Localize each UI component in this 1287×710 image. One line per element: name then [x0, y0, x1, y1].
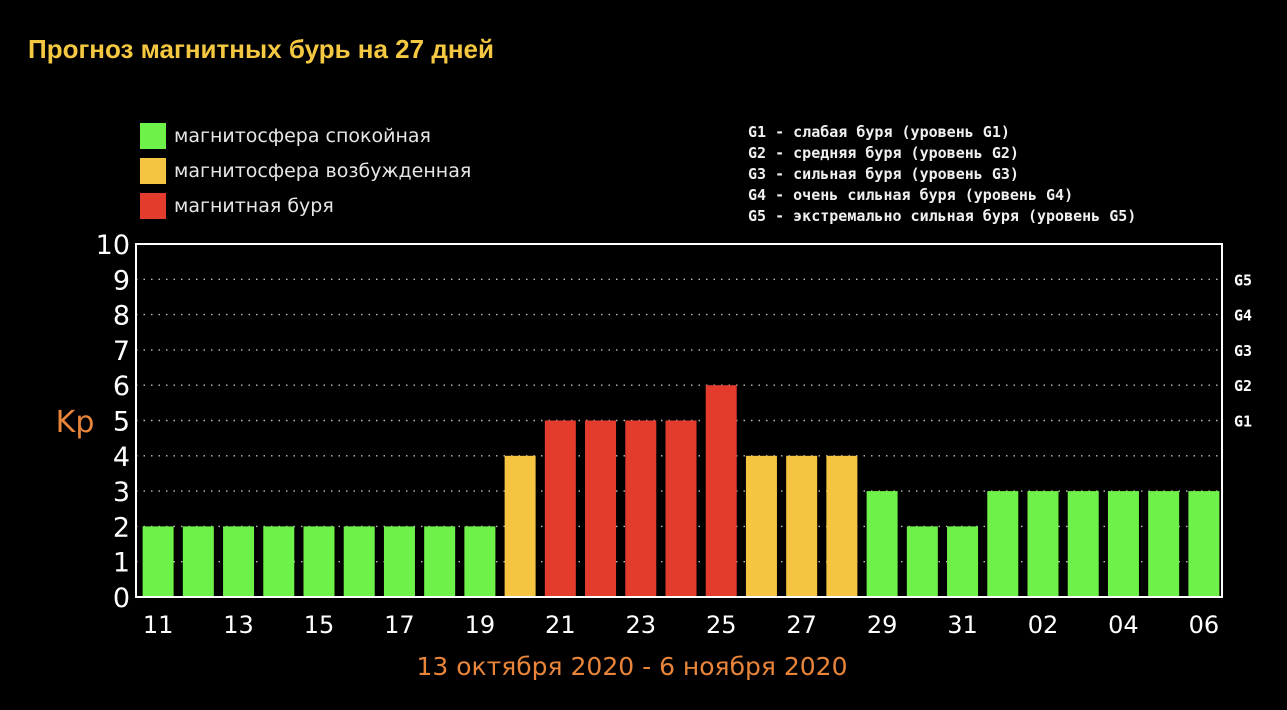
x-tick-label-23: 23 — [626, 611, 657, 639]
bar-27 — [786, 455, 818, 597]
y-tick-label-4: 4 — [113, 442, 130, 473]
bar-04 — [1107, 491, 1139, 597]
storm-level-g1: G1 - слабая буря (уровень G1) — [748, 123, 1010, 141]
x-tick-label-13: 13 — [223, 611, 254, 639]
bar-18 — [424, 526, 456, 597]
x-tick-label-15: 15 — [304, 611, 335, 639]
legend-label-storm: магнитная буря — [174, 194, 334, 217]
x-tick-label-21: 21 — [545, 611, 576, 639]
bar-30 — [906, 526, 938, 597]
bar-16 — [343, 526, 375, 597]
x-tick-label-29: 29 — [867, 611, 898, 639]
bar-06 — [1188, 491, 1220, 597]
x-tick-label-02: 02 — [1028, 611, 1059, 639]
legend-swatch-quiet — [140, 122, 166, 149]
bar-23 — [625, 420, 657, 597]
y-tick-label-7: 7 — [113, 336, 130, 367]
y-tick-label-1: 1 — [113, 548, 130, 579]
right-axis-label-g1: G1 — [1234, 413, 1252, 431]
legend: магнитосфера спокойная магнитосфера возб… — [140, 118, 471, 223]
x-axis-title: 13 октября 2020 - 6 ноября 2020 — [417, 652, 848, 681]
y-tick-label-8: 8 — [113, 301, 130, 332]
bar-15 — [303, 526, 335, 597]
storm-level-g2: G2 - средняя буря (уровень G2) — [748, 144, 1019, 162]
right-axis-label-g5: G5 — [1234, 271, 1252, 289]
x-tick-label-17: 17 — [384, 611, 415, 639]
x-tick-label-11: 11 — [143, 611, 174, 639]
y-tick-label-10: 10 — [96, 230, 130, 261]
y-tick-label-6: 6 — [113, 371, 130, 402]
bar-22 — [585, 420, 617, 597]
legend-label-excited: магнитосфера возбужденная — [174, 159, 472, 182]
bar-24 — [665, 420, 697, 597]
bar-11 — [142, 526, 174, 597]
legend-label-quiet: магнитосфера спокойная — [174, 124, 431, 147]
y-tick-label-3: 3 — [113, 477, 130, 508]
legend-swatch-storm — [140, 192, 166, 219]
x-tick-label-31: 31 — [947, 611, 978, 639]
bar-03 — [1067, 491, 1099, 597]
bar-28 — [826, 455, 858, 597]
bar-26 — [745, 455, 777, 597]
bar-13 — [223, 526, 255, 597]
y-axis-title: Kp — [56, 405, 95, 440]
bar-20 — [504, 455, 536, 597]
bar-01 — [987, 491, 1019, 597]
bar-17 — [383, 526, 415, 597]
chart-title: Прогноз магнитных бурь на 27 дней — [28, 34, 494, 64]
bar-29 — [866, 491, 898, 597]
right-axis-label-g2: G2 — [1234, 377, 1252, 395]
bar-12 — [182, 526, 214, 597]
bar-14 — [263, 526, 295, 597]
y-tick-label-9: 9 — [113, 265, 130, 296]
storm-level-g3: G3 - сильная буря (уровень G3) — [748, 165, 1019, 183]
bar-31 — [947, 526, 979, 597]
x-tick-label-27: 27 — [786, 611, 817, 639]
plot-frame — [135, 243, 1223, 598]
storm-level-descriptions: G1 - слабая буря (уровень G1) G2 - средн… — [748, 122, 1136, 227]
legend-swatch-excited — [140, 157, 166, 184]
right-axis-label-g4: G4 — [1234, 307, 1252, 325]
legend-item-excited: магнитосфера возбужденная — [140, 153, 471, 188]
legend-item-storm: магнитная буря — [140, 188, 471, 223]
x-tick-label-25: 25 — [706, 611, 737, 639]
bar-25 — [705, 385, 737, 597]
legend-item-quiet: магнитосфера спокойная — [140, 118, 471, 153]
y-tick-label-0: 0 — [113, 583, 130, 614]
bar-21 — [544, 420, 576, 597]
x-tick-label-19: 19 — [465, 611, 496, 639]
y-tick-label-5: 5 — [113, 407, 130, 438]
y-tick-label-2: 2 — [113, 512, 130, 543]
bar-19 — [464, 526, 496, 597]
bar-05 — [1148, 491, 1180, 597]
bar-02 — [1027, 491, 1059, 597]
storm-level-g4: G4 - очень сильная буря (уровень G4) — [748, 186, 1074, 204]
x-tick-label-06: 06 — [1189, 611, 1220, 639]
storm-level-g5: G5 - экстремально сильная буря (уровень … — [748, 207, 1137, 225]
x-tick-label-04: 04 — [1108, 611, 1139, 639]
right-axis-label-g3: G3 — [1234, 342, 1252, 360]
